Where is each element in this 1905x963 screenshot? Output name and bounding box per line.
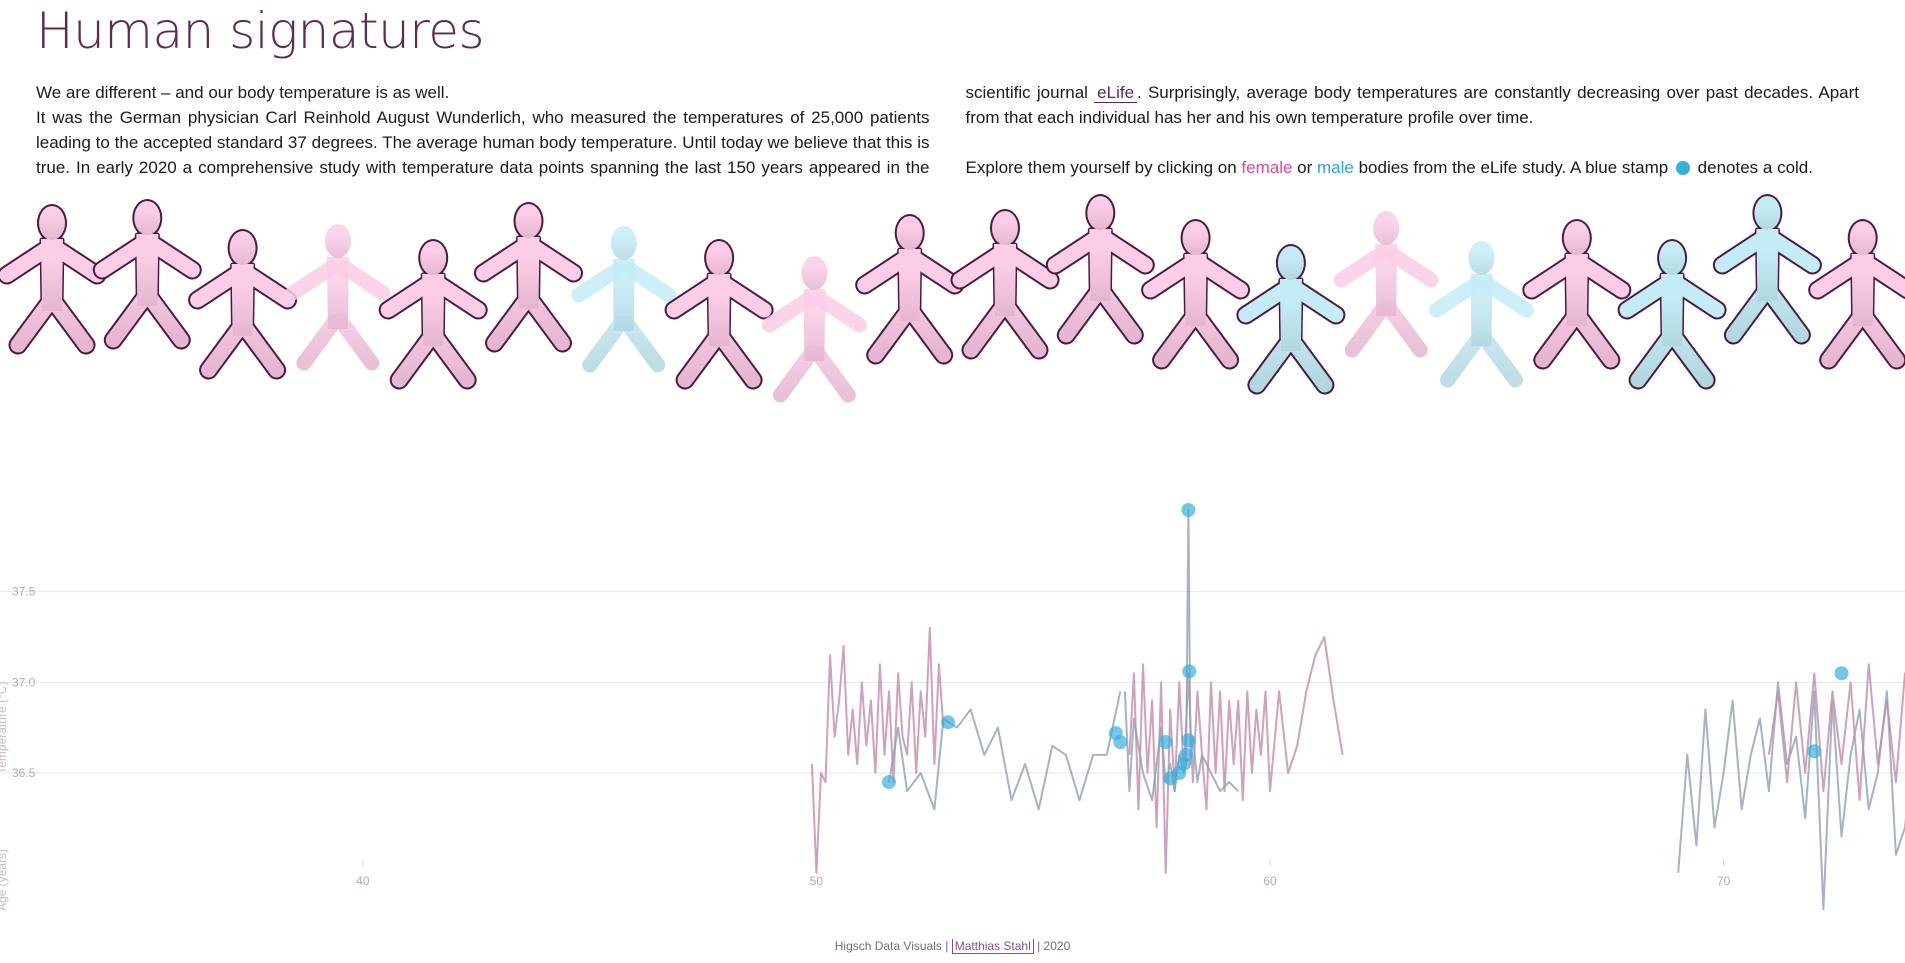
body-male[interactable] (1429, 241, 1534, 388)
intro-text-post: . Surprisingly, average body temperature… (965, 83, 1860, 127)
body-male[interactable] (571, 226, 677, 373)
intro-text-pre: It was the German physician Carl Reinhol… (36, 83, 1095, 177)
body-female[interactable] (950, 209, 1060, 360)
x-tick-label: 50 (810, 874, 824, 888)
explore-instructions: Explore them yourself by clicking on fem… (966, 155, 1860, 180)
body-female[interactable] (1808, 219, 1905, 370)
x-tick-label: 40 (356, 874, 370, 888)
body-female[interactable] (1522, 219, 1632, 370)
body-female[interactable] (474, 202, 583, 353)
footer: Higsch Data Visuals | Matthias Stahl | 2… (0, 939, 1905, 954)
blue-stamp-icon (1675, 161, 1690, 175)
page-title: Human signatures (36, 2, 485, 60)
male-link[interactable]: male (1317, 158, 1354, 177)
author-link[interactable]: Matthias Stahl (951, 939, 1034, 954)
explore-text-or: or (1292, 158, 1317, 177)
explore-text-pre: Explore them yourself by clicking on (965, 158, 1242, 177)
cold-stamp-marker[interactable] (1181, 733, 1196, 748)
x-tick-label: 70 (1717, 874, 1731, 888)
cold-stamp-marker[interactable] (1182, 664, 1197, 679)
body-female[interactable] (1333, 211, 1439, 358)
body-female[interactable] (1141, 219, 1251, 370)
paragraph-gap (966, 130, 1860, 155)
cold-stamp-marker[interactable] (1179, 747, 1194, 762)
body-female[interactable] (1045, 194, 1155, 345)
body-female[interactable] (855, 214, 965, 365)
body-female[interactable] (761, 256, 867, 403)
explore-text-mid: bodies from the eLife study. A blue stam… (1353, 158, 1673, 177)
cold-stamp-marker[interactable] (940, 715, 955, 730)
y-axis-label: Temperature (°C) (0, 682, 9, 774)
body-male[interactable] (1617, 239, 1727, 390)
y-tick-label: 37.5 (12, 585, 36, 599)
body-figures (0, 194, 1905, 403)
x-axis-label: Age (years) (0, 849, 9, 911)
series-line-male[interactable] (1677, 681, 1905, 911)
footer-year: | 2020 (1037, 939, 1071, 953)
series-line-female[interactable] (1128, 636, 1344, 874)
temperature-chart: 36.5 37.0 37.5 40 50 60 70 Temperature (°C) Age … (0, 503, 1905, 911)
body-female[interactable] (0, 204, 107, 355)
cold-stamp-marker[interactable] (1113, 735, 1128, 750)
body-female[interactable] (378, 239, 488, 390)
x-tick-label: 60 (1263, 874, 1277, 888)
cold-stamp-marker[interactable] (1834, 666, 1849, 681)
female-link[interactable]: female (1241, 158, 1293, 177)
body-female[interactable] (664, 239, 774, 390)
series-line-female[interactable] (810, 626, 945, 874)
intro-paragraph: It was the German physician Carl Reinhol… (36, 80, 1859, 180)
series-line-female[interactable] (1767, 663, 1905, 802)
body-female[interactable] (92, 199, 202, 350)
y-tick-label: 37.0 (12, 675, 36, 689)
body-female[interactable] (285, 224, 391, 371)
body-female[interactable] (188, 229, 298, 380)
cold-stamp-marker[interactable] (1158, 735, 1173, 750)
intro-line-1: We are different – and our body temperat… (36, 83, 450, 102)
elife-link[interactable]: eLife (1094, 83, 1138, 103)
cold-stamp-marker[interactable] (1181, 503, 1196, 517)
series-line-male[interactable] (888, 691, 1122, 811)
cold-stamp-marker[interactable] (882, 775, 896, 790)
explore-text-post: denotes a cold. (1692, 158, 1813, 177)
intro-text: We are different – and our body temperat… (36, 80, 1859, 180)
y-tick-label: 36.5 (12, 766, 36, 780)
cold-stamp-marker[interactable] (1807, 744, 1822, 759)
footer-org: Higsch Data Visuals | (834, 939, 949, 953)
body-male[interactable] (1712, 194, 1822, 345)
body-male[interactable] (1236, 244, 1346, 395)
